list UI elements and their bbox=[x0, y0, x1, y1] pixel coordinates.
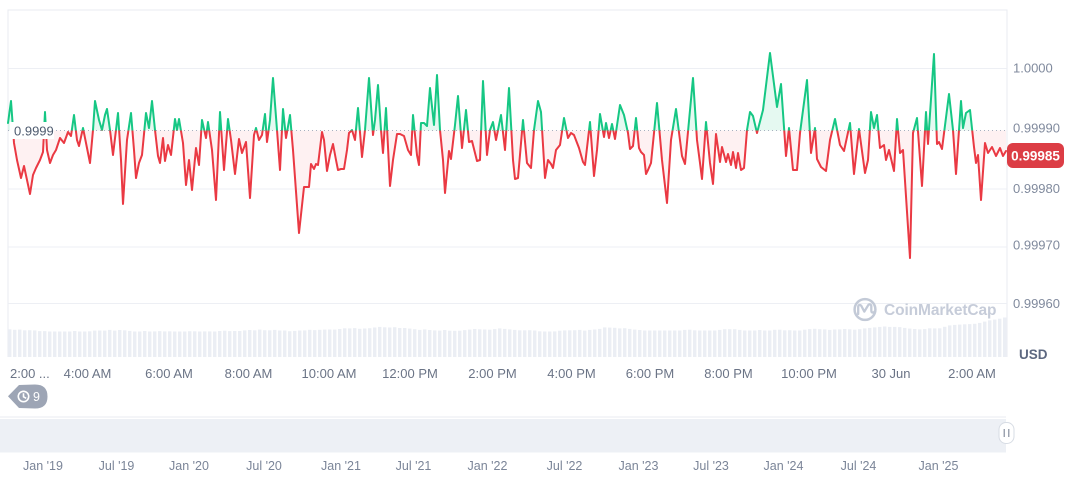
svg-text:10:00 PM: 10:00 PM bbox=[781, 366, 837, 381]
svg-text:Jan '19: Jan '19 bbox=[23, 459, 63, 473]
svg-text:30 Jun: 30 Jun bbox=[871, 366, 910, 381]
svg-text:6:00 AM: 6:00 AM bbox=[145, 366, 193, 381]
svg-text:Jul '21: Jul '21 bbox=[396, 459, 432, 473]
svg-text:Jul '23: Jul '23 bbox=[693, 459, 729, 473]
svg-text:0.99980: 0.99980 bbox=[1013, 181, 1060, 196]
svg-text:9: 9 bbox=[33, 390, 40, 404]
svg-text:USD: USD bbox=[1019, 347, 1048, 362]
svg-text:Jan '22: Jan '22 bbox=[468, 459, 508, 473]
svg-text:Jan '21: Jan '21 bbox=[321, 459, 361, 473]
svg-text:0.99990: 0.99990 bbox=[1013, 121, 1060, 136]
svg-text:8:00 AM: 8:00 AM bbox=[225, 366, 273, 381]
svg-text:0.99985: 0.99985 bbox=[1011, 149, 1060, 164]
svg-text:Jan '20: Jan '20 bbox=[169, 459, 209, 473]
svg-text:2:00 ...: 2:00 ... bbox=[10, 366, 50, 381]
svg-text:4:00 PM: 4:00 PM bbox=[547, 366, 595, 381]
svg-text:CoinMarketCap: CoinMarketCap bbox=[884, 302, 996, 319]
svg-text:Jan '23: Jan '23 bbox=[619, 459, 659, 473]
svg-text:0.99970: 0.99970 bbox=[1013, 238, 1060, 253]
svg-text:Jul '19: Jul '19 bbox=[99, 459, 135, 473]
svg-text:Jan '24: Jan '24 bbox=[764, 459, 804, 473]
svg-text:2:00 PM: 2:00 PM bbox=[468, 366, 516, 381]
svg-text:Jan '25: Jan '25 bbox=[919, 459, 959, 473]
svg-text:10:00 AM: 10:00 AM bbox=[302, 366, 357, 381]
svg-text:Jul '22: Jul '22 bbox=[547, 459, 583, 473]
svg-text:0.99960: 0.99960 bbox=[1013, 296, 1060, 311]
svg-text:Jul '20: Jul '20 bbox=[246, 459, 282, 473]
svg-text:Jul '24: Jul '24 bbox=[841, 459, 877, 473]
svg-text:0.9999: 0.9999 bbox=[14, 124, 54, 139]
svg-text:8:00 PM: 8:00 PM bbox=[704, 366, 752, 381]
svg-text:4:00 AM: 4:00 AM bbox=[64, 366, 112, 381]
svg-text:6:00 PM: 6:00 PM bbox=[626, 366, 674, 381]
svg-text:1.0000: 1.0000 bbox=[1013, 61, 1053, 76]
svg-text:2:00 AM: 2:00 AM bbox=[948, 366, 996, 381]
svg-text:12:00 PM: 12:00 PM bbox=[382, 366, 438, 381]
